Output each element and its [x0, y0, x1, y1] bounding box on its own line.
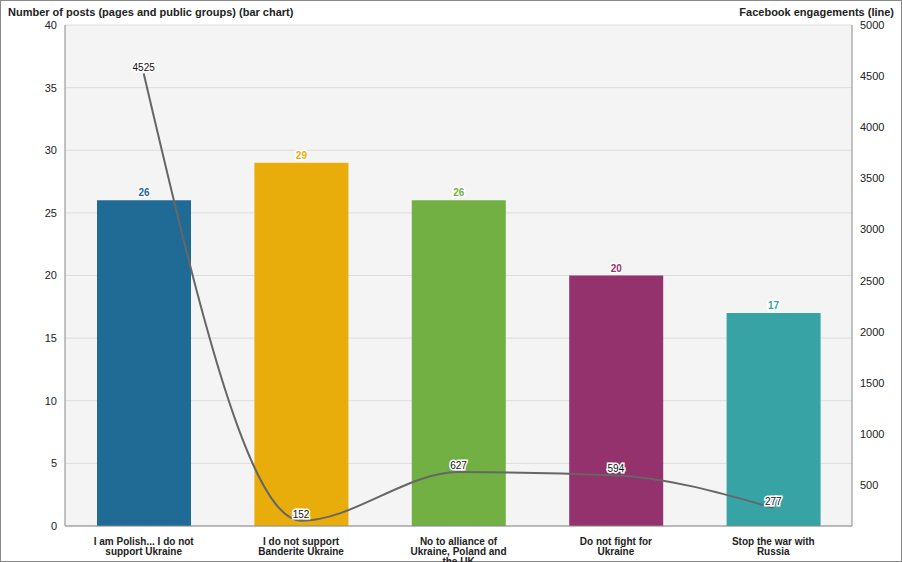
svg-text:4525: 4525: [133, 62, 156, 73]
svg-text:Stop the war withRussia: Stop the war withRussia: [732, 536, 815, 557]
svg-text:5: 5: [51, 457, 57, 469]
svg-text:No to alliance ofUkraine, Pola: No to alliance ofUkraine, Poland andthe …: [410, 536, 506, 562]
svg-text:26: 26: [453, 187, 465, 198]
svg-text:20: 20: [45, 269, 57, 281]
svg-text:3000: 3000: [860, 223, 884, 235]
svg-text:1500: 1500: [860, 377, 884, 389]
svg-text:Do not fight forUkraine: Do not fight forUkraine: [580, 536, 652, 557]
svg-text:40: 40: [45, 19, 57, 31]
svg-text:29: 29: [296, 150, 308, 161]
html-text:Facebook engagements (line): Facebook engagements (line): [739, 6, 894, 18]
svg-text:277: 277: [765, 496, 782, 507]
svg-text:26: 26: [138, 187, 150, 198]
svg-text:500: 500: [860, 479, 878, 491]
svg-text:I am Polish... I do notsupport: I am Polish... I do notsupport Ukraine: [94, 536, 195, 557]
svg-text:I do not supportBanderite Ukra: I do not supportBanderite Ukraine: [258, 536, 344, 557]
svg-text:2000: 2000: [860, 326, 884, 338]
svg-text:0: 0: [51, 520, 57, 532]
svg-text:594: 594: [608, 463, 625, 474]
svg-text:3500: 3500: [860, 172, 884, 184]
svg-text:17: 17: [768, 300, 780, 311]
svg-text:627: 627: [450, 460, 467, 471]
svg-text:4000: 4000: [860, 121, 884, 133]
html-text:Number of posts (pages and pub: Number of posts (pages and public groups…: [8, 6, 294, 18]
svg-text:2500: 2500: [860, 275, 884, 287]
svg-text:5000: 5000: [860, 19, 884, 31]
svg-text:20: 20: [611, 263, 623, 274]
svg-text:35: 35: [45, 82, 57, 94]
svg-text:15: 15: [45, 332, 57, 344]
svg-text:30: 30: [45, 144, 57, 156]
svg-text:152: 152: [293, 509, 310, 520]
svg-text:10: 10: [45, 395, 57, 407]
svg-text:25: 25: [45, 207, 57, 219]
svg-text:4500: 4500: [860, 70, 884, 82]
svg-text:1000: 1000: [860, 428, 884, 440]
